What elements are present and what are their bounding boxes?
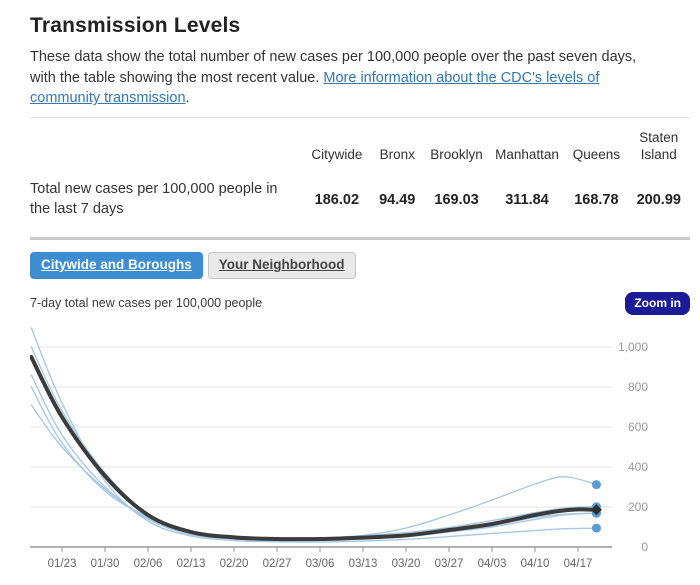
col-header-brooklyn: Brooklyn [430,147,483,163]
endpoint-dot-manhattan [591,480,601,490]
transmission-line-chart[interactable]: 0 200 400 600 800 1,000 01/23 01/30 02/06 02/13 02… [30,315,690,585]
table-header-row: Citywide Bronx Brooklyn Manhattan Queens… [30,118,690,166]
col-header-queens: Queens [572,147,621,163]
x-axis-labels: 01/23 01/30 02/06 02/13 02/20 02/27 03/06 03/13… [48,558,593,570]
col-header-citywide: Citywide [311,147,363,163]
value-brooklyn: 169.03 [434,191,479,208]
chart-subtitle: 7-day total new cases per 100,000 people [30,296,263,311]
series-line-staten-island [30,386,598,539]
value-staten-island: 200.99 [636,191,681,208]
transmission-table: Citywide Bronx Brooklyn Manhattan Queens… [30,117,690,241]
x-tick-label: 02/27 [263,558,292,570]
cdc-info-link[interactable]: More information about the CDC's levels … [30,69,600,107]
x-tick-label: 03/20 [392,558,421,570]
x-axis-ticks [61,546,579,552]
header-spacer [30,118,304,166]
col-header-staten-island: Staten Island [639,130,679,163]
value-queens: 168.78 [574,191,619,208]
x-tick-label: 01/30 [91,558,120,570]
x-tick-label: 02/13 [177,558,206,570]
col-header-bronx: Bronx [379,147,415,163]
x-tick-label: 04/10 [521,558,550,570]
description-text: These data show the total number of new … [30,49,637,86]
endpoint-dot-bronx [591,523,601,533]
series-line-bronx [30,327,598,543]
tab-your-neighborhood[interactable]: Your Neighborhood [207,252,356,279]
x-tick-label: 01/23 [48,558,77,570]
y-tick-label: 800 [628,380,648,394]
y-tick-label: 200 [628,500,648,514]
value-manhattan: 311.84 [505,191,549,208]
zoom-in-button[interactable]: Zoom in [625,292,690,315]
x-tick-label: 03/13 [349,558,378,570]
x-tick-label: 03/06 [306,558,335,570]
table-row: Total new cases per 100,000 people in th… [30,166,690,239]
y-axis-labels: 0 200 400 600 800 1,000 [618,340,648,554]
view-tabs: Citywide and Boroughs Your Neighborhood [30,252,690,279]
x-tick-label: 03/27 [435,558,464,570]
series-line-citywide [30,354,599,542]
tab-citywide-and-boroughs[interactable]: Citywide and Boroughs [30,252,203,279]
description-period: . [185,90,190,107]
col-header-manhattan: Manhattan [495,147,559,163]
endpoint-marker-citywide [590,504,602,516]
description: These data show the total number of new … [30,47,658,109]
y-tick-label: 0 [641,540,648,554]
x-tick-label: 02/06 [134,558,163,570]
x-tick-label: 04/17 [564,558,593,570]
y-tick-label: 1,000 [618,340,648,354]
y-tick-label: 400 [628,460,648,474]
series-line-brooklyn [30,374,598,542]
value-bronx: 94.49 [379,191,416,208]
value-citywide: 186.02 [314,191,360,208]
page-title: Transmission Levels [30,14,241,37]
x-tick-label: 04/03 [478,558,507,570]
y-tick-label: 600 [628,420,648,434]
chart-header: 7-day total new cases per 100,000 people… [30,292,690,315]
series-line-queens [30,346,598,541]
row-label: Total new cases per 100,000 people in th… [30,180,278,217]
x-tick-label: 02/20 [220,558,249,570]
gridlines [30,346,612,508]
